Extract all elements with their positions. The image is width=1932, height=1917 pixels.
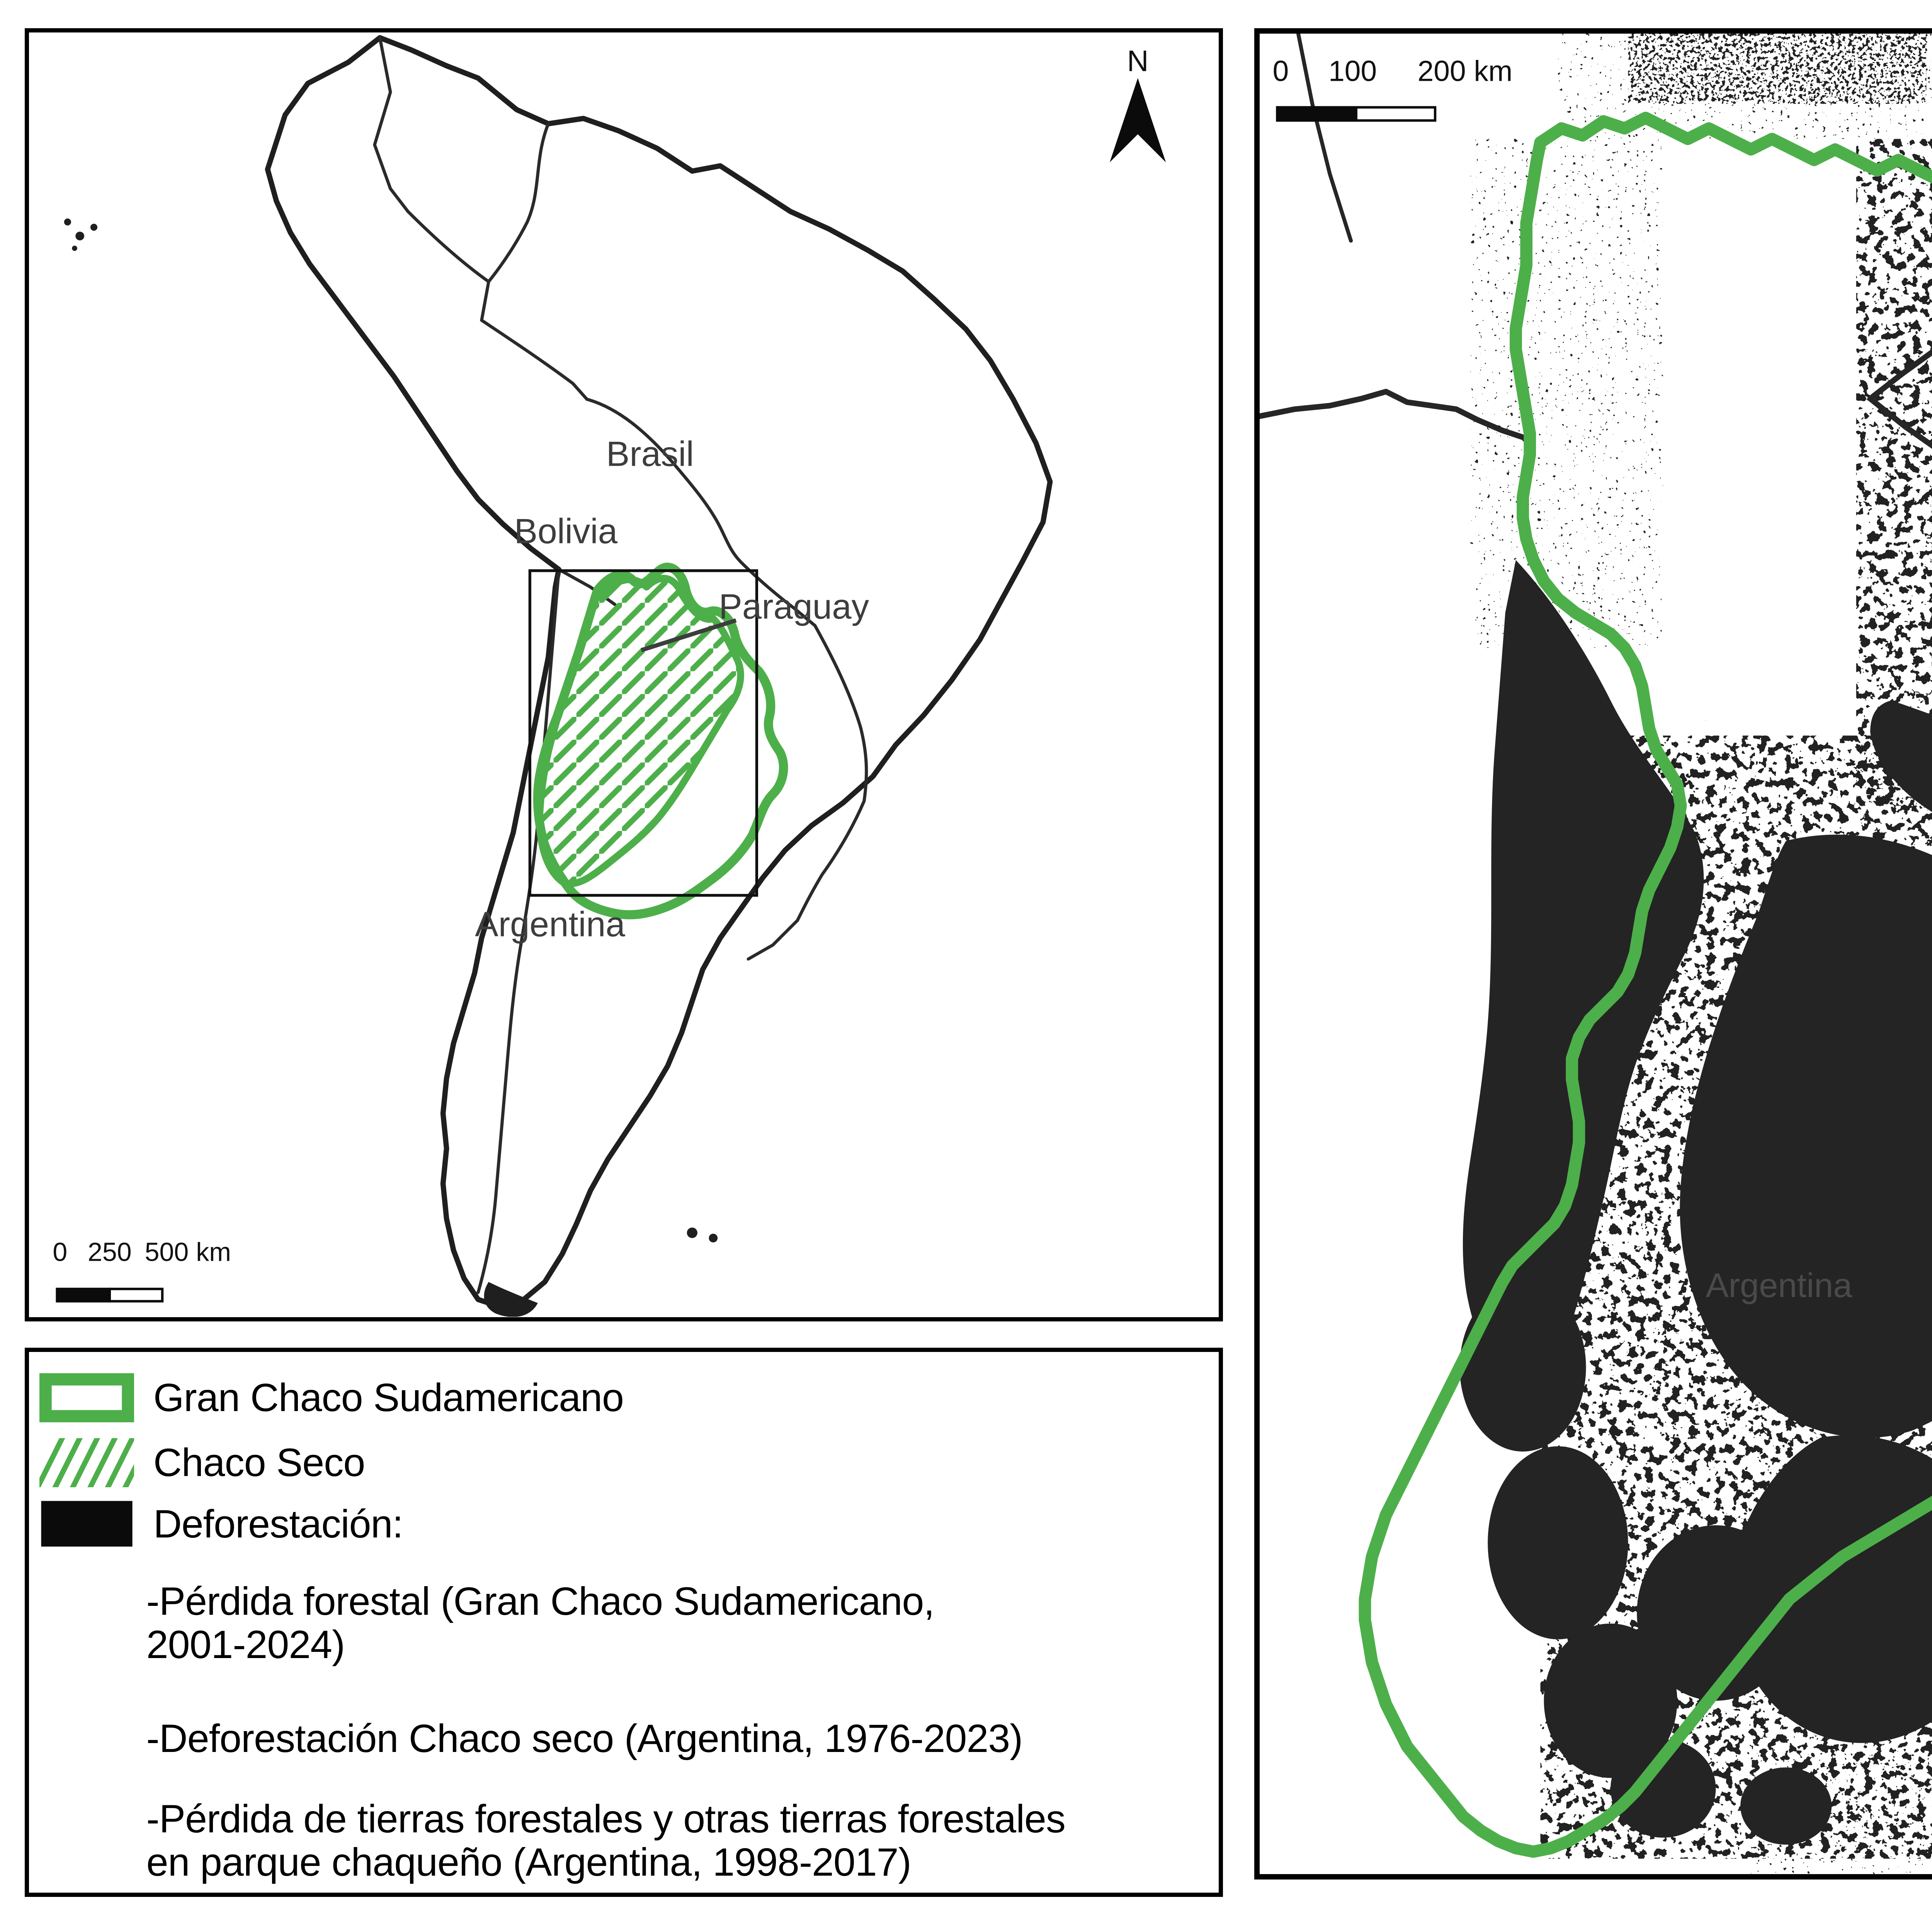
label-brasil-overview: Brasil [606,434,694,473]
legend-note-deforestacion-chaco-seco: -Deforestación Chaco seco (Argentina, 19… [146,1717,1023,1760]
overview-map: Brasil Bolivia Paraguay Argentina N 0 25… [53,35,1166,1317]
overview-map-panel: Brasil Bolivia Paraguay Argentina N 0 25… [24,28,1223,1321]
scale-tick-250: 250 [88,1237,132,1267]
north-arrow-label: N [1127,44,1148,78]
scale-tick-500km: 500 km [145,1237,231,1267]
note-line: -Deforestación Chaco seco (Argentina, 19… [146,1716,1023,1760]
gran-chaco-boundary-detail [1359,111,1932,1858]
scale-bar-white-segment [108,1287,163,1302]
north-arrow: N [1109,44,1166,162]
legend-item-label: Deforestación: [153,1502,403,1546]
green-hatch-swatch-icon [39,1438,134,1487]
label-argentina-detail: Argentina [1706,1266,1853,1304]
islands [64,218,718,1317]
black-fill-swatch-icon [41,1501,133,1547]
note-line: 2001-2024) [146,1622,345,1667]
legend-item-label: Chaco Seco [153,1440,365,1485]
scale-tick-0: 0 [53,1237,67,1267]
legend-panel: Gran Chaco Sudamericano Chaco Seco Defor… [24,1348,1223,1897]
label-argentina-overview: Argentina [475,905,625,944]
legend-note-perdida-tierras: -Pérdida de tierras forestales y otras t… [146,1797,1066,1884]
detail-map: Brasil Argentina 0 100 200 km [1260,33,1932,1874]
legend-item-label: Gran Chaco Sudamericano [153,1375,624,1420]
note-line: -Pérdida forestal (Gran Chaco Sudamerica… [146,1579,935,1624]
overview-scale-bar: 0 250 500 km [53,1237,231,1302]
label-bolivia-overview: Bolivia [514,512,617,551]
note-line: -Pérdida de tierras forestales y otras t… [146,1797,1066,1841]
detail-map-panel: Brasil Argentina 0 100 200 km [1254,28,1932,1880]
deforestation-solid-blobs [1460,560,1932,1845]
scale-bar-black-segment [56,1287,111,1302]
note-line: en parque chaqueño (Argentina, 1998-2017… [146,1840,912,1884]
country-borders [372,36,868,1294]
country-borders-detail [1260,33,1932,449]
study-area-rectangle [528,569,758,897]
paraguay-leader-line [640,618,737,652]
green-outline-swatch-icon [39,1373,134,1422]
scale-bar-black-segment [1276,106,1358,122]
legend-item-deforestacion: Deforestación: [39,1499,403,1548]
legend-item-chaco-seco: Chaco Seco [39,1438,365,1487]
scale-bar-white-segment [1355,106,1437,122]
detail-scale-bar: 0 100 200 km [1273,54,1513,122]
legend-note-perdida-forestal: -Pérdida forestal (Gran Chaco Sudamerica… [146,1579,935,1667]
scale-tick-200km: 200 km [1418,54,1513,87]
border-northwest-stub [1296,33,1353,243]
label-paraguay-overview: Paraguay [719,587,869,626]
scale-tick-0: 0 [1273,54,1289,87]
gran-chaco-boundary-overview [533,562,788,919]
north-arrow-icon [1109,78,1166,162]
scale-tick-100: 100 [1329,54,1377,87]
legend-item-gran-chaco: Gran Chaco Sudamericano [39,1373,624,1422]
border-bolivia-argentina [1260,388,1526,440]
